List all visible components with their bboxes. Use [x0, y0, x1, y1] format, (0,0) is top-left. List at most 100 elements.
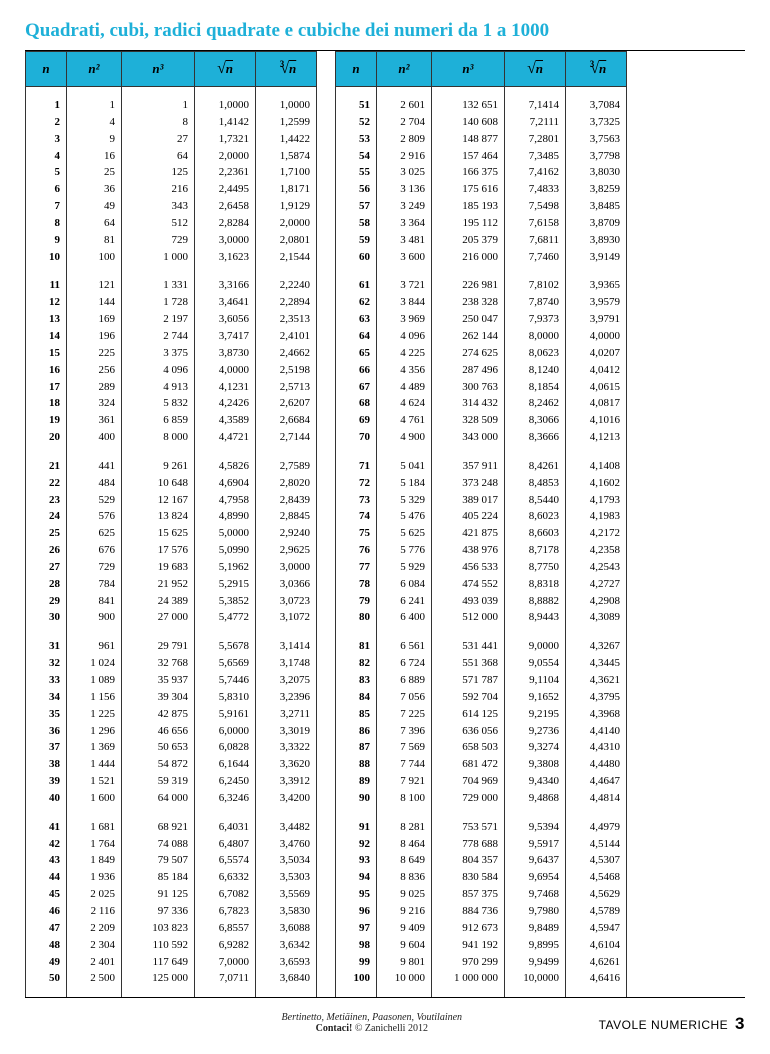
cell-cu: 941 192: [432, 937, 505, 954]
cell-n: 93: [336, 852, 377, 869]
cell-rt: 4,3589: [195, 412, 256, 429]
table-right: nn²n³√n3√n 51 2 601 132 651 7,1414 3,708…: [335, 51, 627, 997]
table-row: 79 6 241 493 039 8,8882 4,2908: [336, 593, 627, 610]
cell-sq: 1: [67, 97, 122, 114]
cell-cu: 125: [122, 164, 195, 181]
cell-n: 44: [26, 869, 67, 886]
cell-n: 75: [336, 525, 377, 542]
cell-cu: 512: [122, 215, 195, 232]
cell-cr: 2,0000: [256, 215, 317, 232]
cell-cu: 42 875: [122, 706, 195, 723]
cell-sq: 4 356: [377, 362, 432, 379]
table-row: 8 64 512 2,8284 2,0000: [26, 215, 317, 232]
cell-cu: 300 763: [432, 379, 505, 396]
cell-sq: 169: [67, 311, 122, 328]
cell-sq: 5 776: [377, 542, 432, 559]
cell-cu: 8 000: [122, 429, 195, 446]
cell-cu: 274 625: [432, 345, 505, 362]
cell-cu: 456 533: [432, 559, 505, 576]
page-label: TAVOLE NUMERICHE 3: [599, 1014, 745, 1034]
cell-sq: 144: [67, 294, 122, 311]
cell-cu: 389 017: [432, 492, 505, 509]
cell-sq: 841: [67, 593, 122, 610]
cell-cr: 2,7144: [256, 429, 317, 446]
cell-cr: 4,3445: [566, 655, 627, 672]
cell-rt: 4,2426: [195, 395, 256, 412]
cell-cu: 3 375: [122, 345, 195, 362]
cell-rt: 9,4340: [505, 773, 566, 790]
cell-cu: 8: [122, 114, 195, 131]
cell-n: 89: [336, 773, 377, 790]
cell-cr: 4,3795: [566, 689, 627, 706]
cell-cu: 474 552: [432, 576, 505, 593]
cell-sq: 3 481: [377, 232, 432, 249]
cell-sq: 1 600: [67, 790, 122, 807]
cell-cu: 804 357: [432, 852, 505, 869]
table-row: 30 900 27 000 5,4772 3,1072: [26, 609, 317, 626]
cell-cr: 3,2711: [256, 706, 317, 723]
cell-sq: 49: [67, 198, 122, 215]
cell-rt: 3,7417: [195, 328, 256, 345]
cell-cu: 421 875: [432, 525, 505, 542]
cell-n: 34: [26, 689, 67, 706]
cell-sq: 1 156: [67, 689, 122, 706]
cell-sq: 5 625: [377, 525, 432, 542]
table-row: 23 529 12 167 4,7958 2,8439: [26, 492, 317, 509]
cell-sq: 4 761: [377, 412, 432, 429]
col-cu: n³: [122, 52, 195, 87]
cell-cr: 4,1408: [566, 458, 627, 475]
cell-rt: 3,0000: [195, 232, 256, 249]
cell-rt: 2,0000: [195, 148, 256, 165]
cell-rt: 8,4853: [505, 475, 566, 492]
cell-cr: 1,5874: [256, 148, 317, 165]
table-row: 64 4 096 262 144 8,0000 4,0000: [336, 328, 627, 345]
table-row: 65 4 225 274 625 8,0623 4,0207: [336, 345, 627, 362]
cell-n: 43: [26, 852, 67, 869]
cell-rt: 6,8557: [195, 920, 256, 937]
cell-rt: 10,0000: [505, 970, 566, 987]
cell-cr: 3,7084: [566, 97, 627, 114]
cell-rt: 7,8102: [505, 277, 566, 294]
cell-rt: 7,2111: [505, 114, 566, 131]
cell-n: 100: [336, 970, 377, 987]
cell-rt: 6,7823: [195, 903, 256, 920]
cell-cr: 3,9579: [566, 294, 627, 311]
cell-sq: 5 184: [377, 475, 432, 492]
cell-cu: 857 375: [432, 886, 505, 903]
cell-rt: 9,5394: [505, 819, 566, 836]
cell-n: 11: [26, 277, 67, 294]
cell-cu: 132 651: [432, 97, 505, 114]
cell-cr: 3,0723: [256, 593, 317, 610]
cell-sq: 1 024: [67, 655, 122, 672]
table-row: 69 4 761 328 509 8,3066 4,1016: [336, 412, 627, 429]
cell-cu: 2 744: [122, 328, 195, 345]
cell-n: 25: [26, 525, 67, 542]
cell-n: 90: [336, 790, 377, 807]
cell-sq: 729: [67, 559, 122, 576]
cell-cr: 1,0000: [256, 97, 317, 114]
cell-cu: 226 981: [432, 277, 505, 294]
cell-cu: 59 319: [122, 773, 195, 790]
cell-rt: 6,6332: [195, 869, 256, 886]
table-row: 67 4 489 300 763 8,1854 4,0615: [336, 379, 627, 396]
cell-sq: 3 249: [377, 198, 432, 215]
cell-rt: 8,3066: [505, 412, 566, 429]
cell-rt: 5,9161: [195, 706, 256, 723]
cell-rt: 8,7750: [505, 559, 566, 576]
cell-rt: 3,6056: [195, 311, 256, 328]
cell-cu: 68 921: [122, 819, 195, 836]
table-row: 58 3 364 195 112 7,6158 3,8709: [336, 215, 627, 232]
cell-cu: 125 000: [122, 970, 195, 987]
cell-n: 40: [26, 790, 67, 807]
cell-rt: 7,3485: [505, 148, 566, 165]
cell-rt: 1,0000: [195, 97, 256, 114]
cell-cr: 4,5629: [566, 886, 627, 903]
table-row: 29 841 24 389 5,3852 3,0723: [26, 593, 317, 610]
cell-n: 78: [336, 576, 377, 593]
cell-n: 37: [26, 739, 67, 756]
cell-n: 70: [336, 429, 377, 446]
cell-n: 32: [26, 655, 67, 672]
cell-cr: 3,2396: [256, 689, 317, 706]
cell-cu: 74 088: [122, 836, 195, 853]
cell-cu: 729: [122, 232, 195, 249]
